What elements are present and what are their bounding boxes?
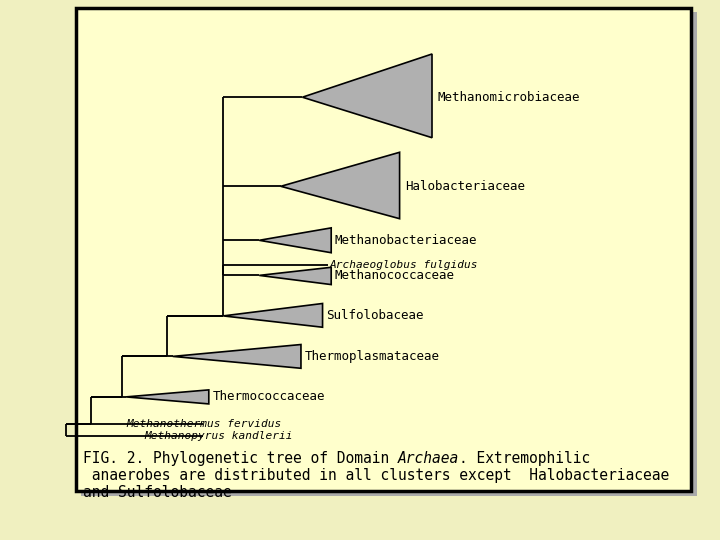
Text: . Extremophilic: . Extremophilic	[459, 451, 590, 466]
Text: and Sulfolobaceae: and Sulfolobaceae	[83, 485, 232, 501]
Bar	[81, 12, 697, 496]
Polygon shape	[259, 228, 331, 253]
Text: Sulfolobaceae: Sulfolobaceae	[326, 309, 423, 322]
Polygon shape	[126, 390, 209, 404]
Polygon shape	[173, 345, 301, 368]
Text: FIG. 2. Phylogenetic tree of Domain: FIG. 2. Phylogenetic tree of Domain	[83, 451, 397, 466]
Text: anaerobes are distributed in all clusters except  Halobacteriaceae: anaerobes are distributed in all cluster…	[83, 468, 669, 483]
Text: Archaea: Archaea	[397, 451, 459, 466]
Text: Methanothermus fervidus: Methanothermus fervidus	[126, 419, 282, 429]
Text: Halobacteriaceae: Halobacteriaceae	[405, 180, 525, 193]
Text: Methanococcaceae: Methanococcaceae	[335, 269, 455, 282]
Text: Thermococcaceae: Thermococcaceae	[212, 390, 325, 403]
Polygon shape	[281, 152, 400, 219]
Polygon shape	[223, 303, 323, 327]
Text: Methanopyrus kandlerii: Methanopyrus kandlerii	[144, 431, 292, 441]
Polygon shape	[259, 267, 331, 285]
Text: Thermoplasmataceae: Thermoplasmataceae	[305, 350, 439, 363]
Polygon shape	[302, 54, 432, 138]
Bar	[76, 8, 691, 491]
Text: Methanobacteriaceae: Methanobacteriaceae	[335, 234, 477, 247]
Text: Methanomicrobiaceae: Methanomicrobiaceae	[438, 91, 580, 104]
Text: Archaeoglobus fulgidus: Archaeoglobus fulgidus	[330, 260, 478, 269]
